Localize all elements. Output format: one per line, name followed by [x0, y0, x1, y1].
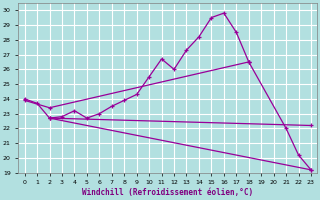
X-axis label: Windchill (Refroidissement éolien,°C): Windchill (Refroidissement éolien,°C) [82, 188, 253, 197]
